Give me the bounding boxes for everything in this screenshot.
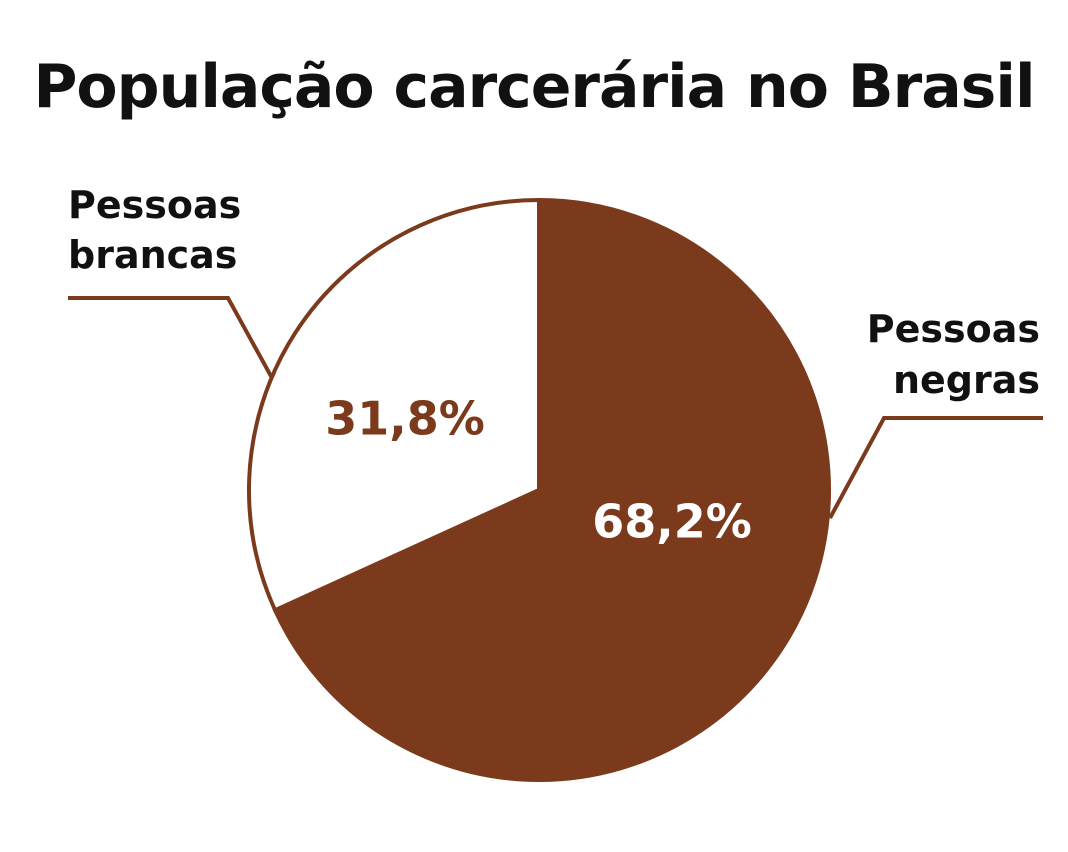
slice-label-pessoas-brancas-line-1: Pessoas xyxy=(68,183,241,227)
data-label-pessoas-negras: 68,2% xyxy=(592,495,752,549)
pie-slice-pessoas-negras xyxy=(272,197,831,782)
data-label-pessoas-brancas: 31,8% xyxy=(325,392,485,446)
slice-label-pessoas-negras-line-2: negras xyxy=(893,358,1040,402)
slice-label-pessoas-negras-line-1: Pessoas xyxy=(867,307,1040,351)
leader-line-pessoas-negras xyxy=(828,416,1043,519)
chart-title: População carcerária no Brasil xyxy=(33,52,1035,122)
slice-label-pessoas-brancas-line-2: brancas xyxy=(68,233,237,277)
pie-slice-pessoas-brancas xyxy=(247,197,541,613)
leader-line-pessoas-brancas xyxy=(68,296,274,379)
